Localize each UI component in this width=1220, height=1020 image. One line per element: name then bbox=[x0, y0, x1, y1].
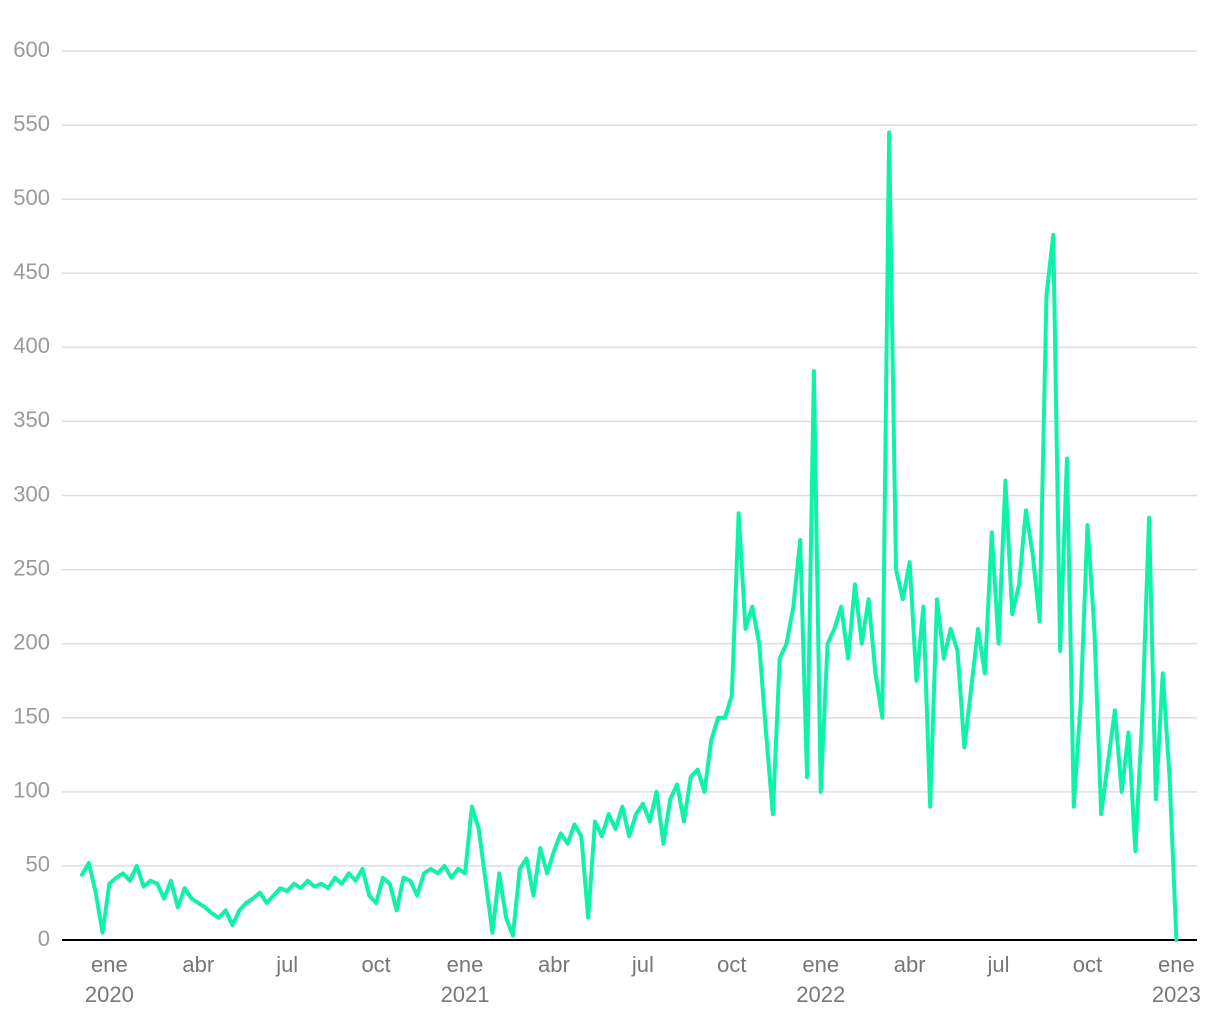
y-tick-label: 250 bbox=[13, 555, 50, 580]
x-tick-label: oct bbox=[361, 952, 390, 977]
x-tick-label: abr bbox=[182, 952, 214, 977]
y-tick-label: 550 bbox=[13, 111, 50, 136]
x-tick-label: oct bbox=[1073, 952, 1102, 977]
y-tick-label: 100 bbox=[13, 778, 50, 803]
y-tick-label: 450 bbox=[13, 259, 50, 284]
x-tick-label: ene 2023 bbox=[1152, 952, 1201, 1007]
x-tick-label: abr bbox=[894, 952, 926, 977]
x-tick-label: ene 2021 bbox=[441, 952, 490, 1007]
x-tick-label: oct bbox=[717, 952, 746, 977]
x-tick-label: jul bbox=[987, 952, 1010, 977]
x-tick-label: abr bbox=[538, 952, 570, 977]
y-tick-label: 400 bbox=[13, 333, 50, 358]
x-tick-label: jul bbox=[631, 952, 654, 977]
y-tick-label: 600 bbox=[13, 37, 50, 62]
y-tick-label: 200 bbox=[13, 629, 50, 654]
y-tick-label: 0 bbox=[38, 926, 50, 951]
y-tick-label: 500 bbox=[13, 185, 50, 210]
x-tick-label: jul bbox=[275, 952, 298, 977]
data-line bbox=[80, 130, 1179, 942]
y-tick-label: 50 bbox=[26, 852, 50, 877]
y-tick-label: 350 bbox=[13, 407, 50, 432]
y-tick-label: 150 bbox=[13, 704, 50, 729]
x-tick-label: ene 2022 bbox=[796, 952, 845, 1007]
y-tick-label: 300 bbox=[13, 481, 50, 506]
x-tick-label: ene 2020 bbox=[85, 952, 134, 1007]
